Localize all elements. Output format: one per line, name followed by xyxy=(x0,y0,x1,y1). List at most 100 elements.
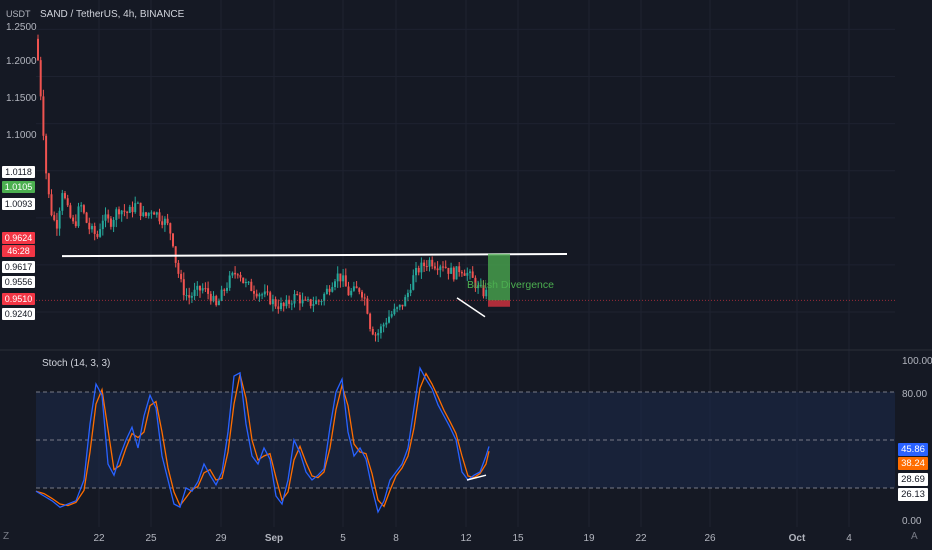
z-icon[interactable]: Z xyxy=(3,531,10,542)
candle-body xyxy=(301,299,304,304)
candle-body xyxy=(263,291,266,295)
candle-body xyxy=(439,266,442,271)
candle-body xyxy=(288,299,291,304)
candle-body xyxy=(315,300,318,305)
candle-body xyxy=(474,277,477,289)
candle-body xyxy=(88,222,91,230)
candle-body xyxy=(325,288,328,294)
candle-body xyxy=(131,206,134,213)
candle-body xyxy=(193,289,196,297)
stoch-tick-label: 0.00 xyxy=(902,516,922,527)
candle-body xyxy=(53,215,56,220)
candle-body xyxy=(147,212,150,216)
candle-body xyxy=(309,299,312,306)
candle-body xyxy=(47,173,50,195)
candle-body xyxy=(96,233,99,237)
long-position-stop-zone xyxy=(488,300,510,307)
candle-body xyxy=(396,307,399,309)
candle-body xyxy=(244,281,247,284)
candle-body xyxy=(433,266,436,269)
candle-body xyxy=(366,298,369,314)
candle-body xyxy=(37,38,39,61)
time-tick-label: 12 xyxy=(460,533,472,544)
price-label: 1.0105 xyxy=(2,181,35,193)
bullish-divergence-label[interactable]: Bullish Divergence xyxy=(467,279,554,291)
candle-body xyxy=(223,289,226,291)
candle-body xyxy=(447,267,450,274)
candle-body xyxy=(460,272,463,274)
candle-body xyxy=(212,296,215,302)
candle-body xyxy=(374,334,377,336)
candle-body xyxy=(417,267,420,273)
candle-body xyxy=(109,218,112,227)
candle-body xyxy=(382,324,385,327)
candle-body xyxy=(163,218,166,225)
candle-body xyxy=(261,294,264,296)
candle-body xyxy=(477,285,480,289)
long-position-target-zone xyxy=(488,253,510,301)
candle-body xyxy=(485,289,488,297)
candle-body xyxy=(428,259,431,267)
candle-body xyxy=(182,279,185,296)
candle-body xyxy=(401,304,404,307)
candle-body xyxy=(239,274,242,278)
candle-body xyxy=(352,286,355,291)
candle-body xyxy=(415,267,417,276)
candle-body xyxy=(196,285,199,290)
candle-body xyxy=(334,281,336,288)
candle-body xyxy=(431,259,434,267)
time-tick-label: 4 xyxy=(846,533,852,544)
candle-body xyxy=(336,273,339,282)
candle-body xyxy=(207,288,210,294)
candle-body xyxy=(126,211,129,213)
candle-body xyxy=(404,297,407,307)
stoch-value-label: 26.13 xyxy=(898,488,928,501)
candle-body xyxy=(228,275,231,288)
candle-body xyxy=(236,274,239,276)
candle-body xyxy=(150,212,153,214)
candle-body xyxy=(398,304,401,308)
candle-body xyxy=(347,286,350,296)
candle-body xyxy=(479,285,482,287)
candle-body xyxy=(274,299,277,307)
time-tick-label: 25 xyxy=(145,533,157,544)
candle-body xyxy=(91,225,93,230)
candle-body xyxy=(220,289,223,301)
candle-body xyxy=(258,294,261,297)
candle-body xyxy=(466,272,469,276)
stoch-d-line xyxy=(35,372,490,508)
candle-body xyxy=(388,316,390,323)
price-label: 1.0093 xyxy=(2,198,35,210)
a-icon[interactable]: A xyxy=(911,531,918,542)
candle-body xyxy=(444,266,447,268)
candle-body xyxy=(442,266,444,268)
price-label: 0.9510 xyxy=(2,293,35,305)
candle-body xyxy=(209,293,212,302)
candle-body xyxy=(50,194,53,216)
candle-body xyxy=(101,220,104,230)
candle-body xyxy=(463,273,466,276)
candle-body xyxy=(328,288,331,292)
candle-body xyxy=(482,285,485,297)
candle-body xyxy=(188,295,191,298)
stoch-tick-label: 80.00 xyxy=(902,389,927,400)
candle-body xyxy=(123,210,126,212)
stoch-k-line xyxy=(35,365,490,514)
candle-body xyxy=(420,262,423,273)
candle-body xyxy=(282,302,285,307)
candle-body xyxy=(80,205,83,207)
candle-body xyxy=(61,193,64,211)
time-tick-label: 26 xyxy=(704,533,716,544)
candle-body xyxy=(344,275,347,287)
price-label: 0.9556 xyxy=(2,276,35,288)
price-tick-label: 1.1500 xyxy=(6,93,37,104)
symbol-title[interactable]: SAND / TetherUS, 4h, BINANCE xyxy=(40,9,185,20)
candle-body xyxy=(342,275,345,282)
candle-body xyxy=(436,268,439,271)
candle-body xyxy=(304,299,307,301)
candle-body xyxy=(412,275,415,290)
stoch-title[interactable]: Stoch (14, 3, 3) xyxy=(42,358,111,369)
price-tick-label: 1.2500 xyxy=(6,22,37,33)
candle-body xyxy=(425,266,428,268)
